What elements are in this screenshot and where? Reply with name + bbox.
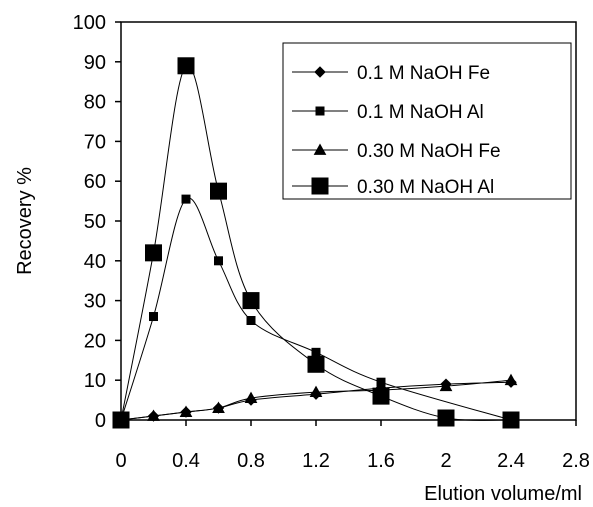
y-axis-label: Recovery %: [14, 167, 36, 275]
data-point: [504, 373, 518, 386]
legend-marker: [314, 66, 326, 78]
x-tick-label: 2: [440, 450, 451, 472]
x-axis-label: Elution volume/ml: [424, 483, 582, 505]
y-tick-label: 70: [84, 131, 106, 153]
y-tick-label: 30: [84, 291, 106, 313]
y-tick-label: 80: [84, 92, 106, 114]
data-point: [181, 194, 191, 204]
data-point: [439, 379, 453, 392]
y-axis-ticks: 0 10 20 30 40 50 60 70 80 90 100: [73, 12, 121, 432]
data-point: [179, 405, 193, 417]
legend-marker: [311, 177, 329, 195]
y-tick-label: 0: [95, 410, 106, 432]
data-point: [246, 316, 256, 325]
x-axis-ticks: 0 0.4 0.8 1.2 1.6 2 2.4 2.8: [115, 420, 590, 472]
x-tick-label: 0.8: [237, 450, 265, 472]
data-point: [147, 409, 160, 421]
legend-entry: 0.1 M NaOH Al: [292, 102, 484, 123]
data-point: [311, 347, 321, 357]
data-point: [214, 256, 223, 266]
legend-marker: [313, 143, 327, 155]
x-tick-label: 1.6: [367, 450, 395, 472]
data-point: [437, 409, 455, 427]
legend-label: 0.1 M NaOH Fe: [357, 63, 490, 84]
legend: 0.1 M NaOH Fe 0.1 M NaOH Al 0.30 M NaOH Fe…: [282, 42, 572, 200]
legend-entry: 0.30 M NaOH Al: [292, 177, 494, 198]
x-tick-label: 1.2: [302, 450, 330, 472]
data-point: [309, 385, 323, 398]
data-point: [307, 355, 325, 373]
data-point: [210, 182, 227, 200]
data-point: [242, 292, 260, 310]
x-tick-label: 2.4: [497, 450, 525, 472]
legend-entries: 0.1 M NaOH Fe 0.1 M NaOH Al 0.30 M NaOH Fe…: [292, 63, 501, 198]
legend-label: 0.30 M NaOH Fe: [357, 141, 501, 162]
y-tick-label: 50: [84, 211, 106, 233]
legend-marker: [315, 106, 325, 116]
legend-label: 0.30 M NaOH Al: [357, 177, 494, 198]
legend-label: 0.1 M NaOH Al: [357, 102, 484, 123]
y-tick-label: 60: [84, 171, 106, 193]
legend-entry: 0.30 M NaOH Fe: [292, 141, 501, 162]
legend-box: [282, 42, 572, 200]
x-tick-label: 2.8: [562, 450, 590, 472]
x-tick-label: 0: [115, 450, 126, 472]
data-point: [244, 391, 258, 404]
data-point: [149, 312, 158, 322]
legend-entry: 0.1 M NaOH Fe: [292, 63, 490, 84]
data-point: [212, 401, 225, 413]
data-point: [177, 57, 195, 75]
data-point: [372, 387, 390, 405]
data-point: [145, 244, 162, 262]
y-tick-label: 40: [84, 251, 106, 273]
y-tick-label: 90: [84, 52, 106, 74]
y-tick-label: 20: [84, 330, 106, 352]
series-line: [120, 379, 512, 421]
x-tick-label: 0.4: [172, 450, 200, 472]
y-tick-label: 100: [73, 12, 106, 34]
y-tick-label: 10: [84, 370, 106, 392]
series-4: [112, 57, 520, 429]
